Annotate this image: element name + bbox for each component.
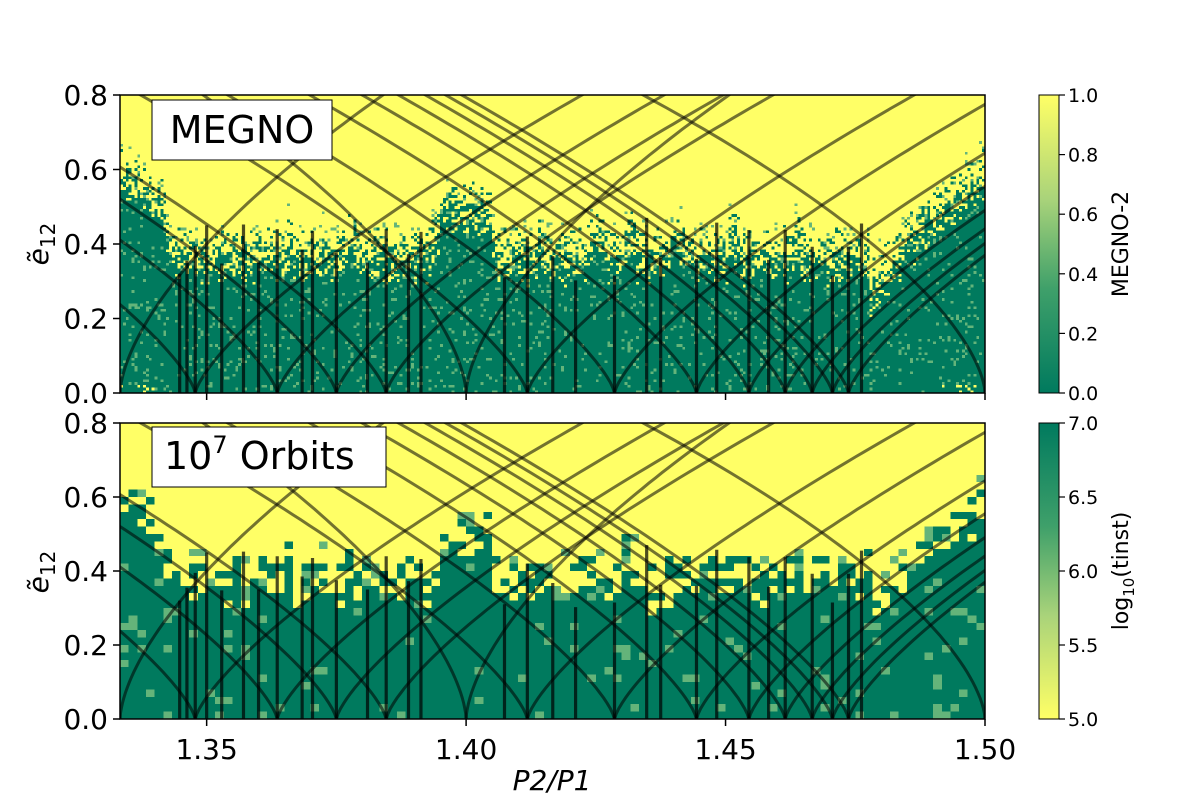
- y-tick-label: 0.8: [63, 407, 108, 440]
- megno-ylabel: ẽ12: [22, 223, 60, 266]
- y-tick-label: 0.2: [63, 629, 108, 662]
- orbits-panel-label-text: 107 Orbits: [164, 431, 355, 478]
- x-tick-label: 1.35: [175, 733, 237, 766]
- resonance-arc: [847, 253, 985, 393]
- resonance-arc: [193, 423, 586, 719]
- resonance-arc: [783, 208, 985, 393]
- colorbar-tick-label: 0.6: [1068, 204, 1098, 226]
- resonance-arc: [442, 423, 834, 719]
- colorbar-tick-label: 6.5: [1068, 487, 1098, 509]
- resonance-arc: [464, 95, 732, 393]
- resonance-arc: [783, 535, 985, 719]
- resonance-arc: [120, 95, 386, 393]
- resonance-arc: [442, 95, 834, 393]
- resonance-arc: [359, 423, 751, 719]
- resonance-arc: [334, 423, 727, 719]
- resonance-arc: [613, 430, 985, 719]
- orbits-colorbar-label: log10(tinst): [1109, 512, 1138, 631]
- resonance-arc: [983, 382, 985, 393]
- megno-panel-label: MEGNO: [151, 99, 333, 161]
- resonance-arc: [275, 95, 668, 393]
- resonance-arc: [275, 423, 668, 719]
- resonance-arc: [613, 102, 985, 393]
- y-tick-label: 0.8: [63, 79, 108, 112]
- megno-colorbar: 0.0 0.2 0.4 0.6 0.8 1.0 MEGNO-2: [1038, 85, 1134, 405]
- colorbar-tick-label: 5.0: [1068, 709, 1098, 731]
- resonance-arc: [525, 423, 918, 719]
- colorbar-tick-label: 5.5: [1068, 635, 1098, 657]
- resonance-arc: [120, 565, 279, 719]
- resonance-arc: [120, 238, 279, 393]
- colorbar-tick-label: 7.0: [1068, 413, 1098, 435]
- y-tick-label: 0.4: [63, 228, 108, 261]
- megno-panel: 0.0 0.2 0.4 0.6 0.8 MEGNO ẽ12: [22, 79, 986, 410]
- resonance-arc: [384, 423, 777, 719]
- resonance-arc: [359, 95, 751, 393]
- resonance-arc: [120, 197, 338, 393]
- orbits-panel-label: 107 Orbits: [151, 426, 387, 488]
- resonance-arc: [334, 95, 727, 393]
- y-tick-label: 0.4: [63, 555, 108, 588]
- megno-ticks: 0.0 0.2 0.4 0.6 0.8: [63, 79, 986, 410]
- colorbar-tick-label: 6.0: [1068, 561, 1098, 583]
- resonance-arc: [525, 95, 918, 393]
- resonance-arc: [120, 629, 197, 719]
- x-tick-label: 1.45: [694, 733, 756, 766]
- colorbar-tick-label: 0.4: [1068, 264, 1098, 286]
- megno-panel-label-text: MEGNO: [170, 108, 315, 152]
- resonance-arc: [120, 302, 197, 393]
- colorbar-tick-label: 1.0: [1068, 85, 1098, 107]
- resonance-arc: [120, 492, 388, 719]
- resonance-arc: [830, 241, 985, 393]
- resonance-arc: [830, 568, 985, 719]
- y-tick-label: 0.6: [63, 481, 108, 514]
- orbits-ticks: 0.0 0.2 0.4 0.6 0.8 1.35 1.40 1.45 1.50: [63, 407, 1016, 766]
- resonance-arc: [464, 423, 732, 719]
- resonance-arc: [193, 95, 586, 393]
- resonance-arc: [120, 524, 338, 719]
- megno-colorbar-label: MEGNO-2: [1109, 191, 1134, 297]
- colorbar-tick-label: 0.0: [1068, 383, 1098, 405]
- orbits-xlabel: P2/P1: [513, 764, 592, 797]
- orbits-ylabel: ẽ12: [22, 551, 60, 594]
- y-tick-label: 0.2: [63, 303, 108, 336]
- x-tick-label: 1.50: [954, 733, 1016, 766]
- orbits-panel: 0.0 0.2 0.4 0.6 0.8 1.35 1.40 1.45 1.50 107 Orbi…: [22, 407, 1016, 797]
- x-tick-label: 1.40: [435, 733, 497, 766]
- orbits-colorbar: 5.0 5.5 6.0 6.5 7.0 log10(tinst): [1038, 413, 1138, 731]
- orbits-resonance-curves: [120, 423, 985, 719]
- y-tick-label: 0.0: [63, 703, 108, 736]
- resonance-arc: [847, 580, 985, 719]
- resonance-arc: [384, 95, 777, 393]
- resonance-arc: [120, 165, 388, 393]
- y-tick-label: 0.0: [63, 377, 108, 410]
- colorbar-tick-label: 0.2: [1068, 323, 1098, 345]
- y-tick-label: 0.6: [63, 154, 108, 187]
- colorbar-tick-label: 0.8: [1068, 145, 1098, 167]
